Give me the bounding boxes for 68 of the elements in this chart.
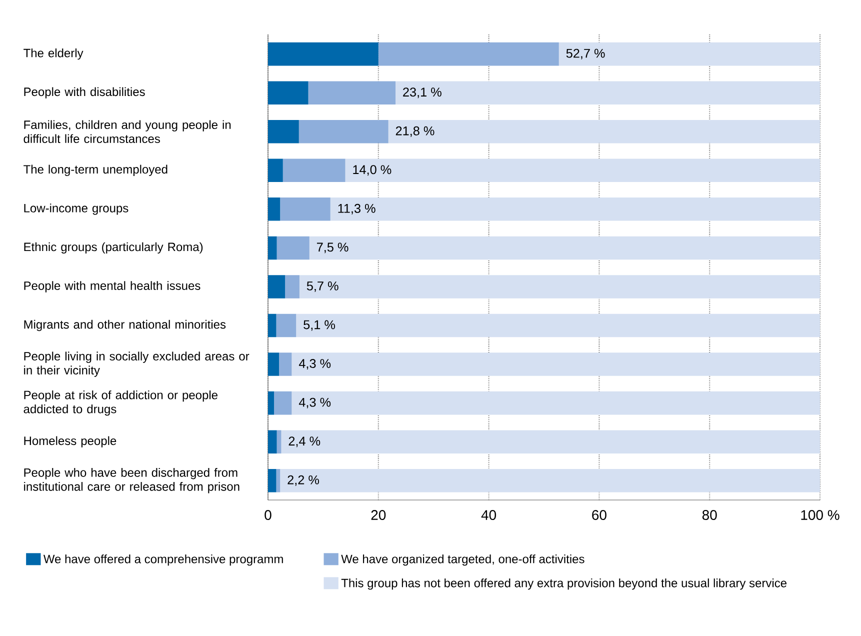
y-tick-label: Migrants and other national minorities: [24, 320, 226, 332]
bar: [268, 391, 274, 415]
y-tick-label: The long-term unemployed: [24, 164, 168, 176]
y-tick-label: People with mental health issues: [24, 281, 200, 292]
bar: [558, 42, 820, 66]
bar: [268, 158, 283, 182]
legend-label: We have offered a comprehensive programm: [43, 554, 283, 566]
bar: [276, 314, 296, 338]
annotation: 4,3 %: [298, 398, 331, 408]
annotation: 2,4 %: [288, 436, 320, 448]
bar: [268, 81, 308, 104]
bar: [378, 42, 559, 66]
annotation: 5,7 %: [306, 282, 338, 292]
bar: [280, 468, 820, 492]
bar: [268, 236, 277, 260]
annotation: 14,0 %: [353, 165, 392, 176]
x-tick-label: 0: [264, 510, 272, 520]
annotation: 21,8 %: [396, 126, 434, 137]
bar: [274, 391, 292, 415]
y-tick-label: People at risk of addiction or people addicted to drugs: [24, 390, 218, 416]
x-tick-label: 60: [592, 510, 606, 520]
bar: [396, 81, 820, 104]
bar: [309, 236, 820, 260]
bar: [308, 81, 396, 104]
bar: [279, 352, 292, 376]
bar: [292, 352, 820, 376]
annotation: 52,7 %: [566, 48, 605, 60]
legend-label: We have organized targeted, one-off activities: [341, 554, 584, 566]
legend-label: This group has not been offered any extra provision beyond the usual library service: [341, 578, 787, 590]
bar: [281, 430, 820, 454]
bar: [388, 120, 820, 144]
y-tick-label: People who have been discharged from institutional care or released from prison: [24, 468, 240, 494]
y-tick-label: People living in socially excluded areas or in their vicinity: [24, 352, 250, 377]
bar: [298, 120, 388, 144]
annotation: 5,1 %: [304, 320, 336, 331]
y-tick-label: Homeless people: [24, 436, 116, 448]
bar: [296, 314, 820, 338]
y-tick-label: Ethnic groups (particularly Roma): [24, 242, 203, 254]
bar: [330, 198, 820, 221]
bar: [268, 120, 299, 144]
bar: [282, 158, 346, 182]
annotation: 4,3 %: [298, 359, 331, 370]
bar: [268, 352, 280, 376]
annotation: 23,1 %: [403, 88, 442, 98]
x-tick-label: 20: [371, 510, 386, 520]
bar: [268, 198, 280, 221]
bar: [299, 275, 820, 298]
y-tick-label: People with disabilities: [24, 87, 145, 98]
annotation: 2,2 %: [288, 475, 320, 486]
bar: [345, 158, 820, 182]
annotation: 11,3 %: [338, 204, 376, 214]
y-tick-label: The elderly: [24, 48, 84, 60]
y-tick-label: Families, children and young people in difficult life circumstances: [24, 120, 231, 144]
x-tick-label: 40: [481, 510, 496, 520]
bar: [268, 314, 276, 338]
bar: [268, 275, 286, 298]
bar: [285, 275, 300, 298]
bar: [292, 391, 820, 415]
x-tick-label: 80: [702, 510, 717, 520]
bar: [276, 236, 310, 260]
annotation: 7,5 %: [316, 242, 348, 254]
x-tick-label: 100 %: [801, 510, 840, 520]
bar: [276, 430, 282, 454]
bar: [280, 198, 330, 221]
y-tick-label: Low-income groups: [24, 204, 128, 215]
bar: [268, 430, 277, 454]
bar: [268, 42, 378, 66]
bar: [268, 468, 276, 492]
